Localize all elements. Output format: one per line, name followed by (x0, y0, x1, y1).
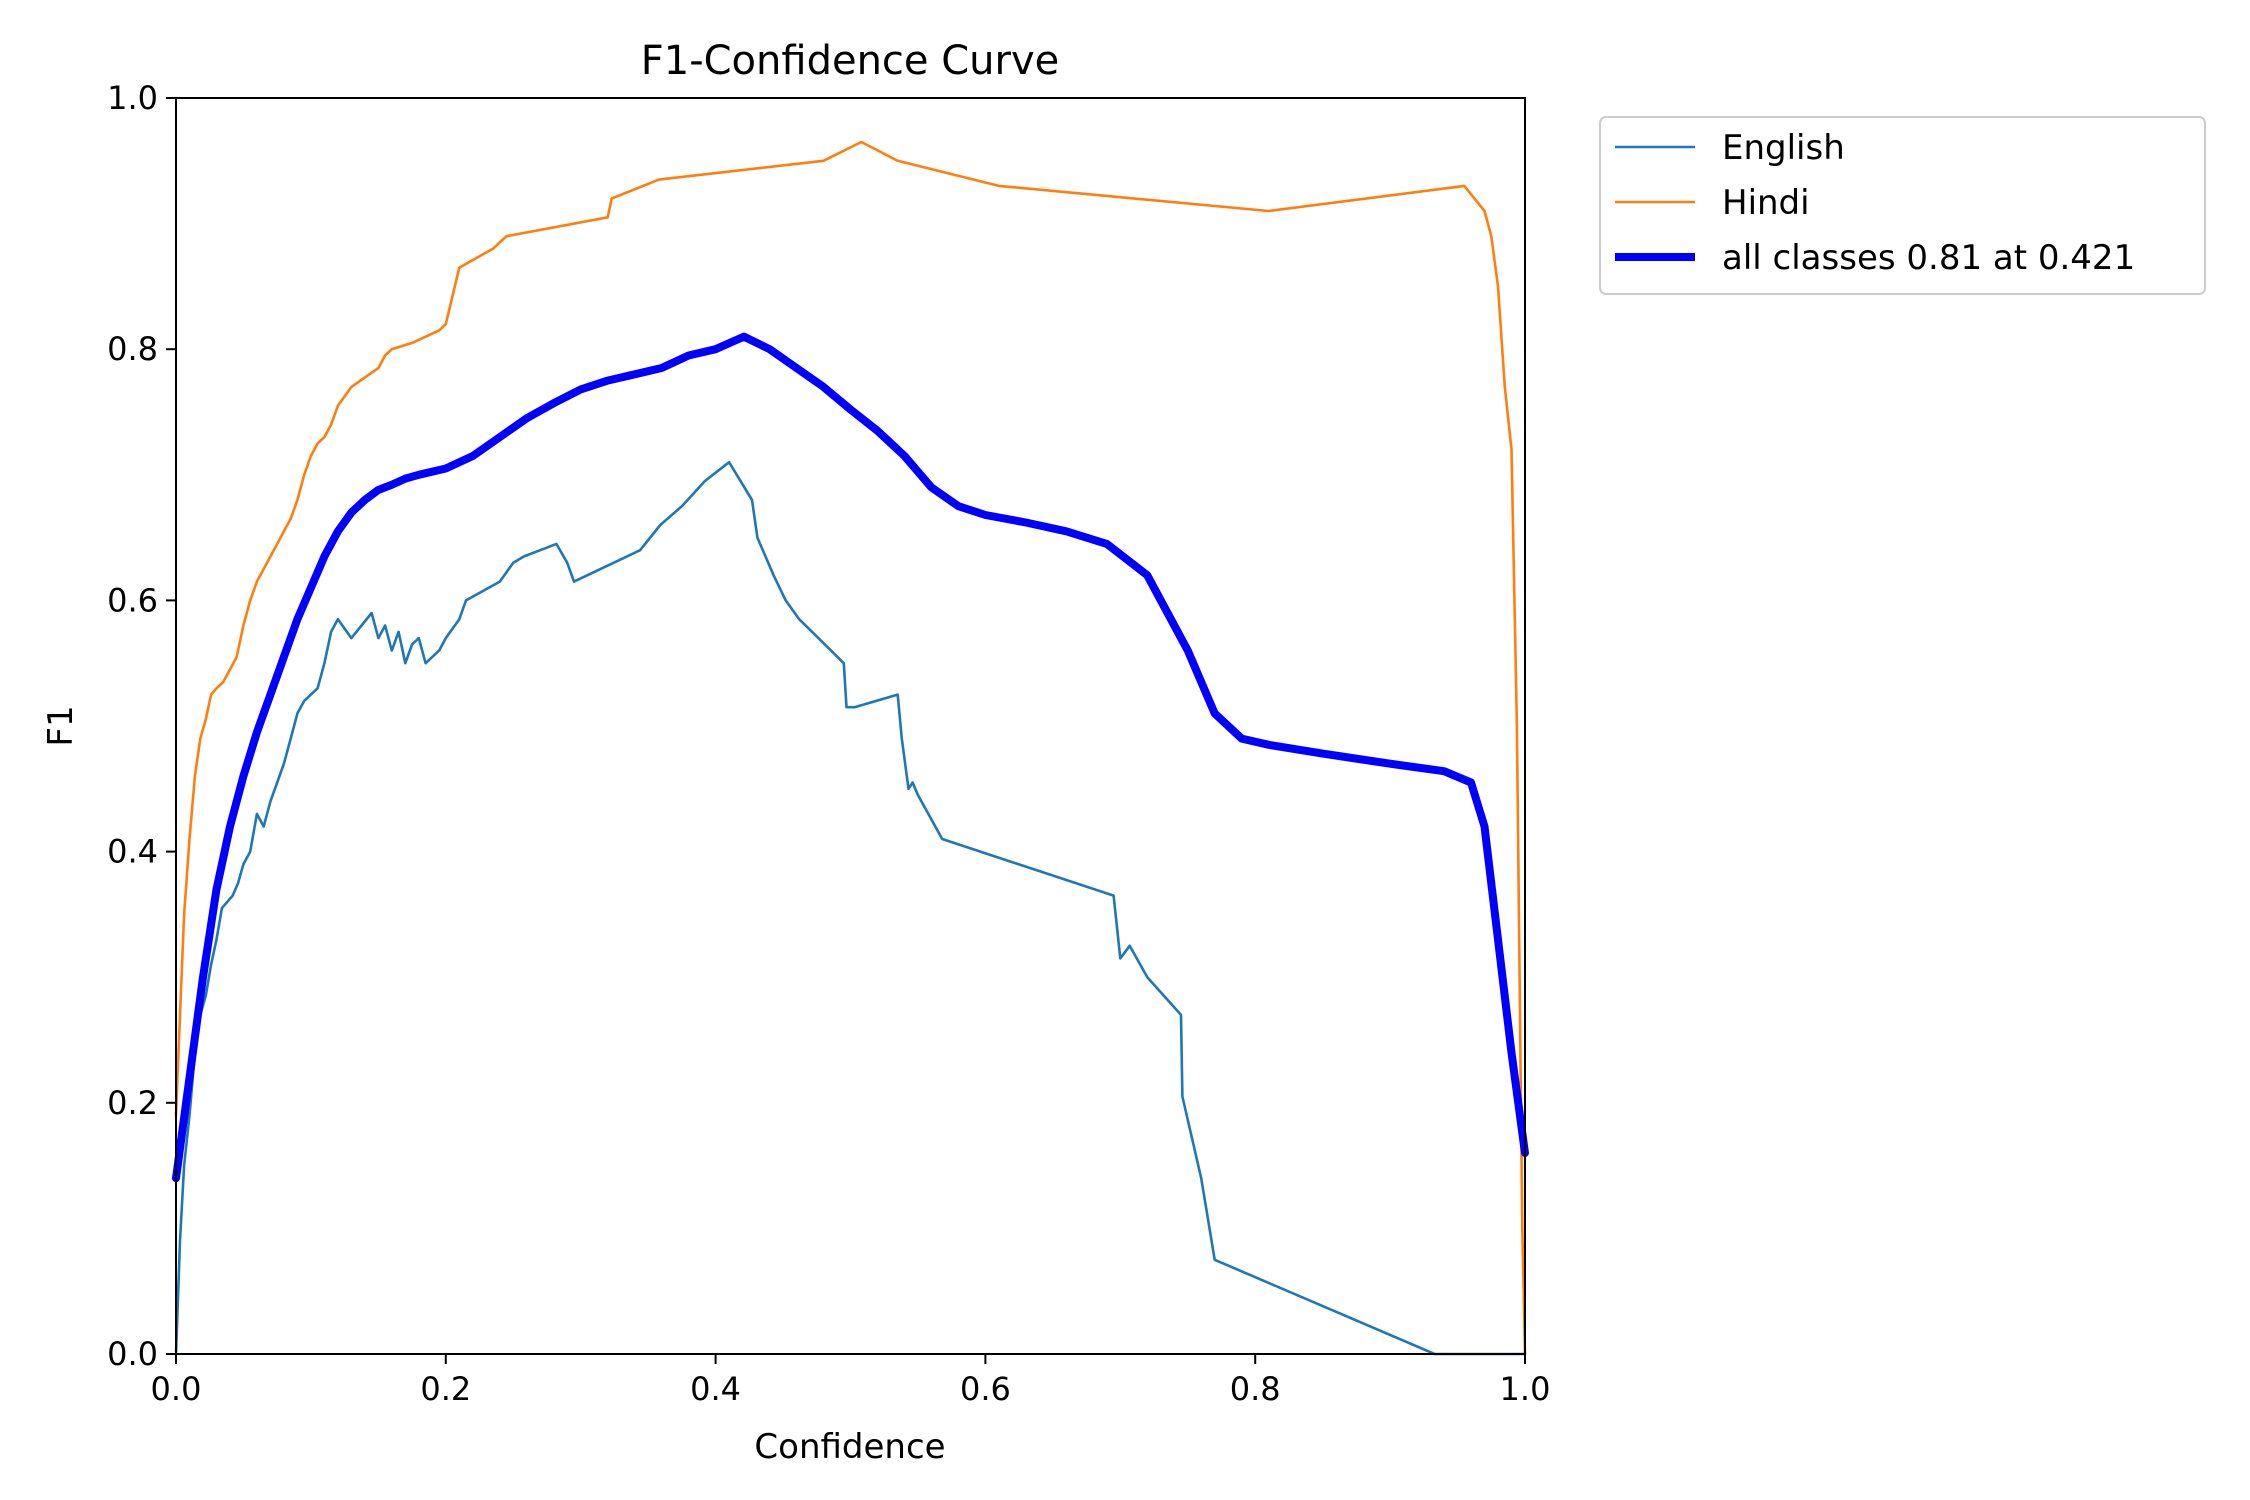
x-tick-label: 1.0 (1500, 1370, 1551, 1408)
legend: English Hindi all classes 0.81 at 0.421 (1599, 116, 2206, 295)
y-tick-label: 0.0 (107, 1335, 158, 1373)
y-axis-ticks: 0.0 0.2 0.4 0.6 0.8 1.0 (107, 79, 176, 1373)
legend-label-2: all classes 0.81 at 0.421 (1722, 238, 2135, 278)
legend-label-0: English (1722, 128, 1845, 168)
legend-frame (1599, 116, 2206, 295)
plot-background (176, 98, 1525, 1354)
series-line-0 (174, 460, 1527, 1356)
x-axis-ticks: 0.0 0.2 0.4 0.6 0.8 1.0 (151, 1354, 1551, 1408)
y-tick-label: 1.0 (107, 79, 158, 117)
y-tick-label: 0.8 (107, 330, 158, 368)
series-line-2 (172, 332, 1529, 1183)
x-tick-label: 0.8 (1230, 1370, 1281, 1408)
x-tick-label: 0.2 (420, 1370, 471, 1408)
series-layer (172, 140, 1529, 1356)
chart-title: F1-Confidence Curve (641, 38, 1060, 84)
y-tick-label: 0.4 (107, 833, 158, 871)
y-tick-label: 0.2 (107, 1084, 158, 1122)
legend-items: English Hindi all classes 0.81 at 0.421 (1615, 128, 2135, 278)
y-tick-label: 0.6 (107, 581, 158, 619)
plot-frame (175, 97, 1526, 1355)
plot-area (172, 97, 1529, 1356)
x-tick-label: 0.4 (690, 1370, 741, 1408)
x-tick-label: 0.6 (960, 1370, 1011, 1408)
x-axis-label: Confidence (754, 1427, 945, 1467)
y-axis-label: F1 (41, 705, 81, 746)
series-line-1 (174, 140, 1527, 1356)
legend-label-1: Hindi (1722, 183, 1810, 223)
x-tick-label: 0.0 (151, 1370, 202, 1408)
